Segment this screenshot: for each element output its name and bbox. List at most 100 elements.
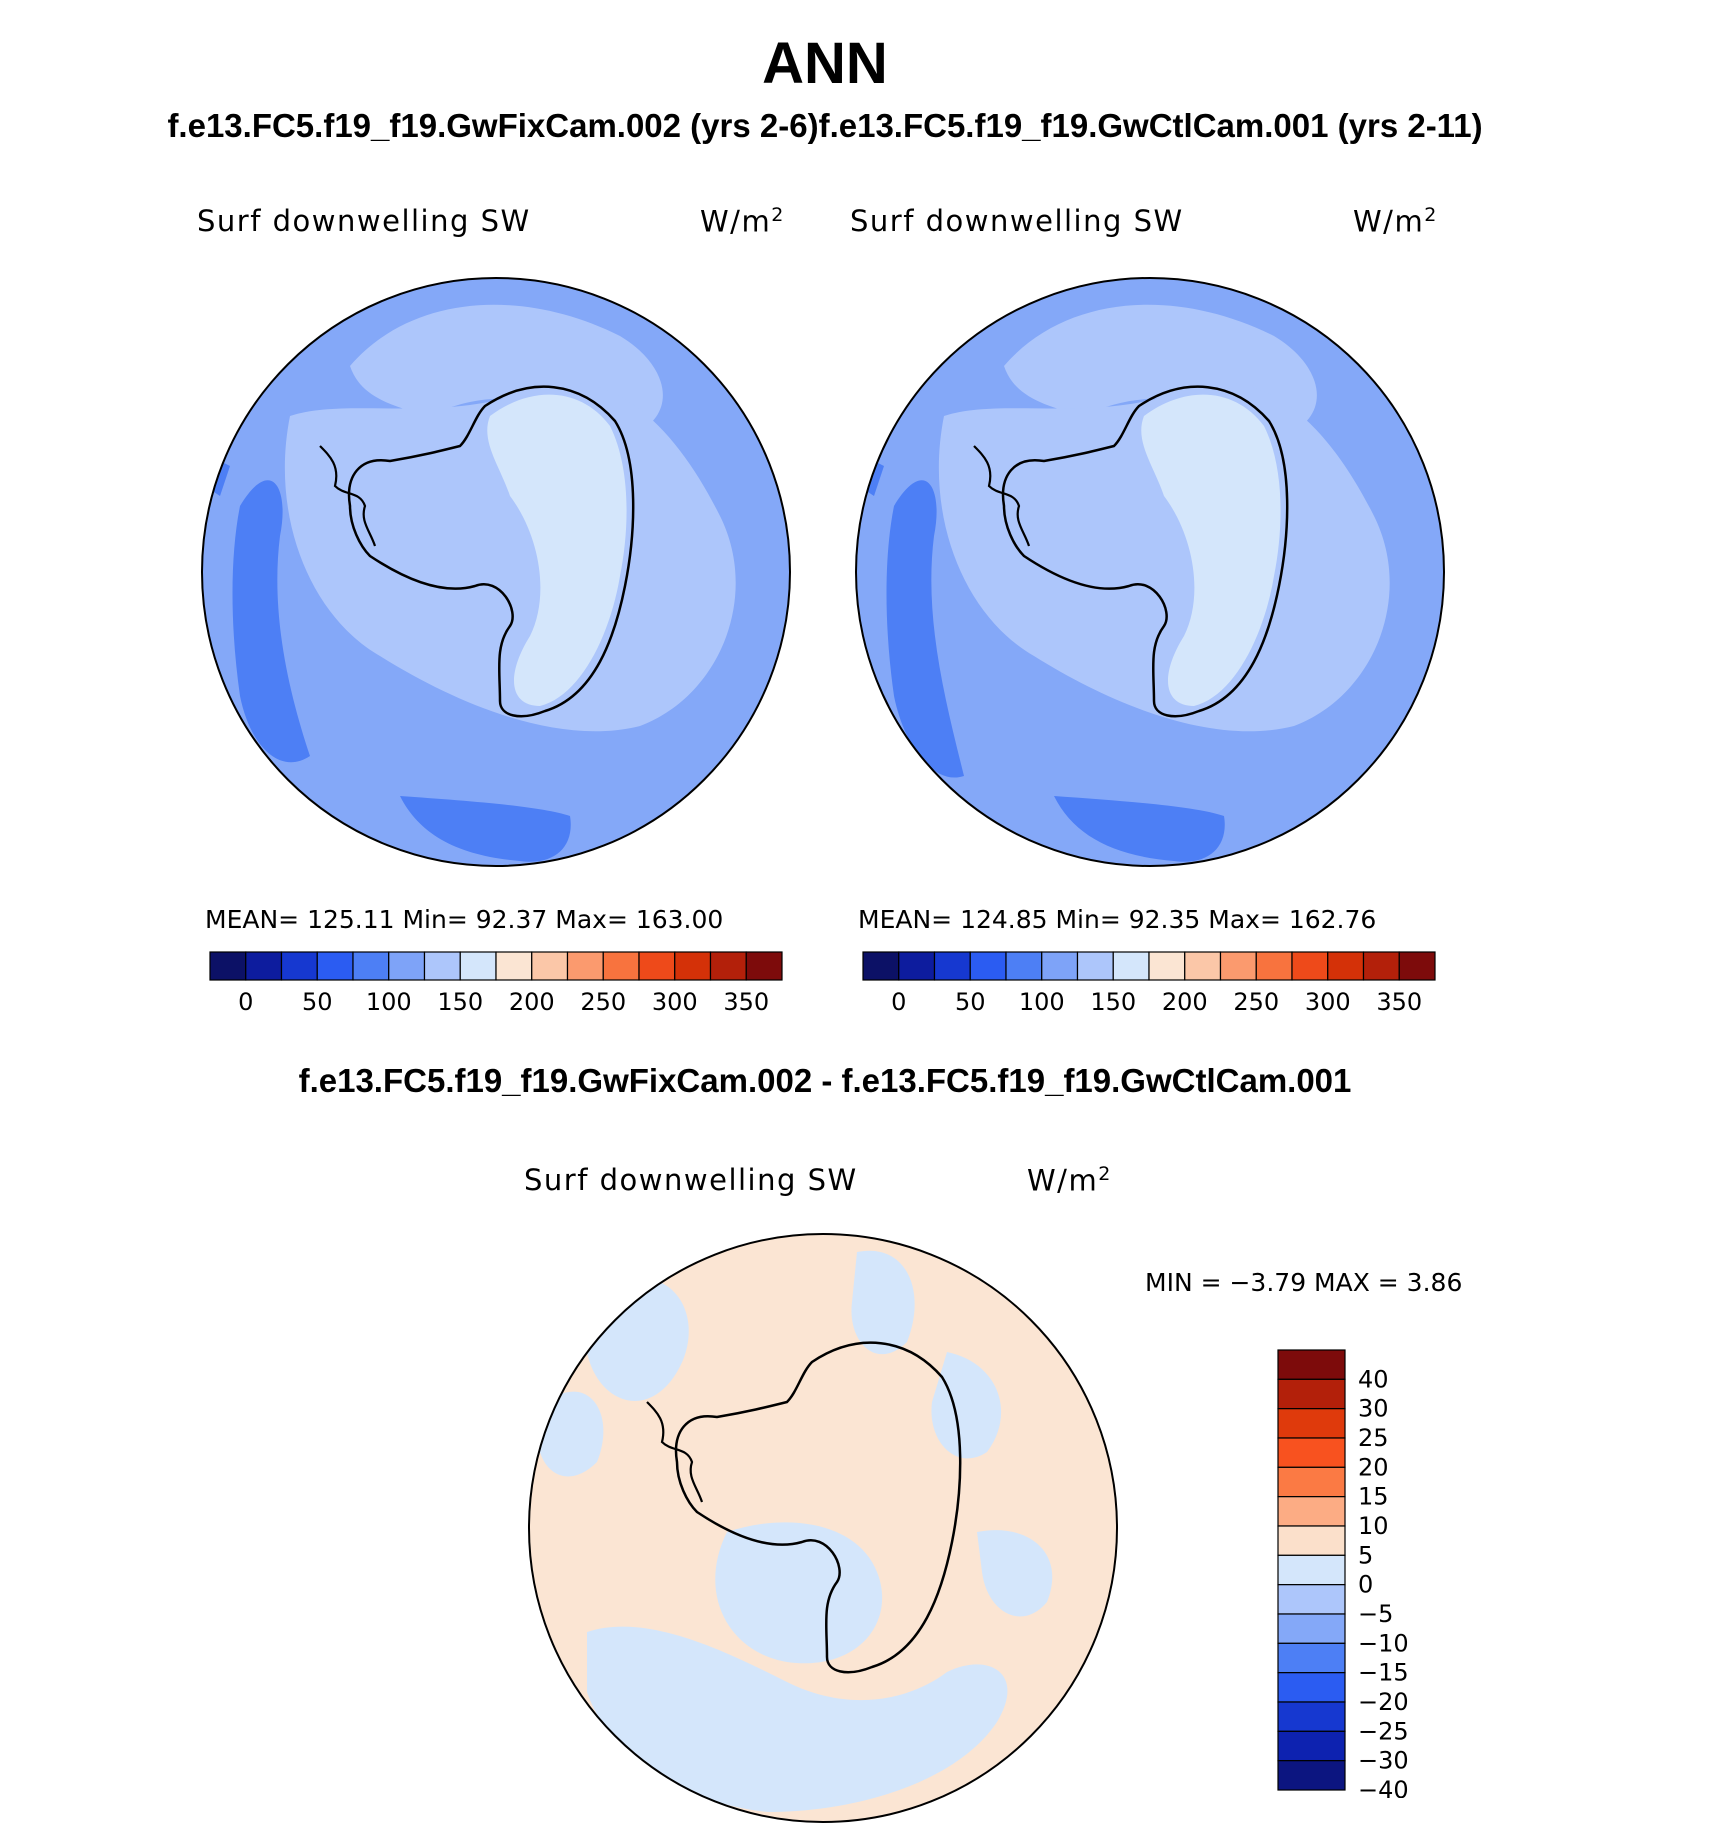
colorbar-tick-label: 150 [1090,988,1136,1014]
colorbar-swatch [1041,951,1079,981]
colorbar-swatch [638,951,676,981]
colorbar-swatch [1398,951,1436,981]
colorbar-swatch [1277,1554,1346,1586]
colorbar-swatch [862,951,900,981]
panel2-polar-map [855,277,1445,867]
colorbar-tick-label: 300 [652,988,698,1014]
colorbar-swatch [1277,1672,1346,1703]
colorbar-tick-label: 50 [302,988,333,1014]
colorbar-swatch [566,951,604,981]
colorbar-swatch [209,951,247,981]
map-border [201,277,791,867]
coastline-outline [674,1341,962,1674]
colorbar-swatch [423,951,461,981]
colorbar-tick-label: 0 [891,988,906,1014]
colorbar-swatch [280,951,318,981]
negative-diff-region [715,1522,883,1664]
colorbar-tick-label: −30 [1358,1747,1409,1775]
panel1-colorbar: 0 50 100 150 200 250 300 350 [209,951,783,1014]
colorbar-tick-label: 200 [509,988,555,1014]
colorbar-swatch [245,951,283,981]
colorbar-tick-label: 100 [366,988,412,1014]
negative-diff-region [977,1530,1053,1617]
negative-diff-region [587,1626,1008,1812]
colorbar-swatch [1277,1584,1346,1615]
colorbar-swatch [1005,951,1043,981]
colorbar-tick-label: 25 [1358,1424,1389,1452]
panel1-variable-label: Surf downwelling SW [197,204,531,238]
band-lightest-region [1141,394,1281,706]
colorbar-swatch [1327,951,1365,981]
colorbar-swatch [1277,1642,1346,1674]
colorbar-tick-label: 250 [580,988,626,1014]
colorbar-swatch [1255,951,1293,981]
colorbar-swatch [1277,1525,1346,1556]
colorbar-tick-label: 5 [1358,1541,1373,1569]
coastline-outline [347,385,635,718]
colorbar-tick-label: 250 [1233,988,1279,1014]
colorbar-swatch [898,951,936,981]
panel2-stats: MEAN= 124.85 Min= 92.35 Max= 162.76 [858,905,1377,934]
panel1-polar-map [201,277,791,867]
colorbar-tick-label: −20 [1358,1688,1409,1716]
diff-variable-label: Surf downwelling SW [524,1163,858,1197]
panel2-colorbar: 0 50 100 150 200 250 300 350 [862,951,1436,1014]
negative-diff-region [851,1250,915,1355]
colorbar-swatch [1277,1701,1346,1732]
colorbar-swatch [1277,1349,1346,1380]
colorbar-tick-label: −10 [1358,1629,1409,1657]
band-dark-region [1054,796,1225,862]
colorbar-tick-label: −25 [1358,1717,1409,1745]
colorbar-swatch [1277,1613,1346,1644]
figure-title: ANN [762,31,888,96]
coastline-outline [646,1401,704,1503]
colorbar-swatch [1277,1437,1346,1468]
coastline-outline [973,445,1031,547]
colorbar-swatch [1277,1730,1346,1762]
map-border [855,277,1445,867]
colorbar-swatch [602,951,640,981]
colorbar-swatch [1148,951,1186,981]
negative-diff-region [931,1352,1002,1459]
colorbar-swatch [1291,951,1329,981]
colorbar-swatch [969,951,1007,981]
colorbar-swatch [1076,951,1114,981]
diff-units-label: W/m2 [1027,1163,1112,1198]
panel1-units-label: W/m2 [700,204,785,239]
colorbar-swatch [1112,951,1150,981]
colorbar-tick-label: −15 [1358,1659,1409,1687]
colorbar-swatch [316,951,354,981]
coastline-outline [1001,385,1289,718]
band-lightest-region [487,394,627,706]
colorbar-swatch [674,951,712,981]
colorbar-tick-label: 50 [955,988,986,1014]
colorbar-tick-label: 0 [238,988,253,1014]
colorbar-swatch [1277,1378,1346,1410]
colorbar-tick-label: 20 [1358,1453,1389,1481]
diff-minmax-stats: MIN = −3.79 MAX = 3.86 [1145,1268,1463,1297]
colorbar-swatch [1277,1466,1346,1498]
figure-subtitle: f.e13.FC5.f19_f19.GwFixCam.002 (yrs 2-6)… [167,107,1483,144]
colorbar-swatch [709,951,747,981]
difference-polar-map [528,1233,1118,1823]
colorbar-swatch [1277,1760,1346,1791]
map-border [528,1233,1118,1823]
colorbar-tick-label: 350 [723,988,769,1014]
colorbar-swatch [1277,1496,1346,1527]
colorbar-tick-label: 0 [1358,1571,1373,1599]
colorbar-swatch [531,951,569,981]
colorbar-tick-label: 150 [437,988,483,1014]
colorbar-tick-label: 350 [1376,988,1422,1014]
colorbar-tick-label: −40 [1358,1776,1409,1798]
panel1-stats: MEAN= 125.11 Min= 92.37 Max= 163.00 [205,905,724,934]
colorbar-swatch [1277,1408,1346,1439]
colorbar-tick-label: 200 [1162,988,1208,1014]
band-dark-region [232,480,310,763]
difference-title: f.e13.FC5.f19_f19.GwFixCam.002 - f.e13.F… [298,1062,1352,1099]
colorbar-tick-label: 300 [1305,988,1351,1014]
colorbar-tick-label: 15 [1358,1483,1389,1511]
colorbar-tick-label: 100 [1019,988,1065,1014]
colorbar-swatch [1184,951,1222,981]
coastline-outline [319,445,377,547]
